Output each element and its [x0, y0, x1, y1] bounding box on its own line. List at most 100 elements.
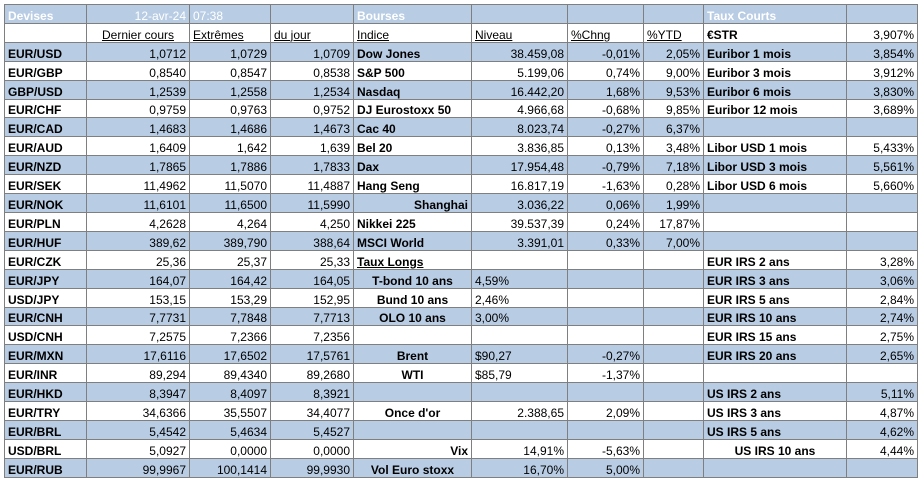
low: 5,4527 — [270, 419, 354, 440]
last-price: 1,4683 — [86, 117, 190, 138]
ytd-pct: 9,85% — [643, 98, 704, 119]
ytd-pct: 6,37% — [643, 117, 704, 138]
rate-value: 2,65% — [846, 344, 918, 365]
rate-value: 5,660% — [846, 174, 918, 195]
fx-pair: EUR/CZK — [4, 249, 87, 270]
index-level: 5.199,06 — [471, 60, 568, 81]
last-price: 1,0712 — [86, 41, 190, 62]
rate-value — [846, 117, 918, 138]
ytd-pct — [643, 268, 704, 289]
rate-name: EUR IRS 20 ans — [703, 344, 847, 365]
devises-title: Devises — [4, 4, 87, 24]
low: 1,2534 — [270, 79, 354, 100]
high: 11,6500 — [189, 193, 271, 213]
index-level: 3.391,01 — [471, 230, 568, 251]
rate-name: EUR IRS 2 ans — [703, 249, 847, 270]
table-row: EUR/CNH 7,7731 7,7848 7,7713 OLO 10 ans 3,00%… — [4, 306, 918, 327]
index-name: Taux Longs — [353, 249, 472, 270]
table-row: EUR/CHF 0,9759 0,9763 0,9752 DJ Eurostoxx 50… — [4, 98, 918, 119]
change-pct: -0,27% — [567, 117, 644, 138]
fx-pair: EUR/CAD — [4, 117, 87, 138]
last-price: 7,2575 — [86, 325, 190, 346]
last-price: 11,4962 — [86, 174, 190, 195]
rate-value: 4,62% — [846, 419, 918, 440]
high: 153,29 — [189, 287, 271, 308]
rate-value — [846, 211, 918, 232]
rate-name: Euribor 3 mois — [703, 60, 847, 81]
table-row: EUR/USD 1,0712 1,0729 1,0709 Dow Jones 38.459… — [4, 41, 918, 62]
ytd-pct: 7,18% — [643, 155, 704, 176]
table-row: EUR/CAD 1,4683 1,4686 1,4673 Cac 40 8.023,74-… — [4, 117, 918, 138]
change-pct — [567, 325, 644, 346]
high: 389,790 — [189, 230, 271, 251]
rate-value — [846, 193, 918, 213]
table-row: EUR/CZK 25,36 25,37 25,33 Taux Longs EUR IRS … — [4, 249, 918, 270]
ytd-pct — [643, 438, 704, 459]
high: 100,1414 — [189, 457, 271, 479]
taux-courts-title: Taux Courts — [703, 4, 847, 24]
rate-name — [703, 211, 847, 232]
index-level: $85,79 — [471, 363, 568, 384]
table-row: USD/CNH 7,2575 7,2366 7,2356 EUR IRS 15 ans 2… — [4, 325, 918, 346]
low: 34,4077 — [270, 401, 354, 421]
change-pct — [567, 287, 644, 308]
change-pct: 1,68% — [567, 79, 644, 100]
col-niveau: Niveau — [471, 22, 568, 43]
change-pct: 0,06% — [567, 193, 644, 213]
last-price: 7,7731 — [86, 306, 190, 327]
low: 1,4673 — [270, 117, 354, 138]
low: 7,2356 — [270, 325, 354, 346]
last-price: 1,6409 — [86, 136, 190, 157]
table-row: EUR/GBP 0,8540 0,8547 0,8538 S&P 500 5.199,06… — [4, 60, 918, 81]
index-name: Dow Jones — [353, 41, 472, 62]
table-row: EUR/NOK 11,6101 11,6500 11,5990 Shanghai 3.03… — [4, 193, 918, 213]
ytd-pct — [643, 382, 704, 403]
rate-name: Libor USD 3 mois — [703, 155, 847, 176]
fx-pair: EUR/AUD — [4, 136, 87, 157]
ytd-pct — [643, 306, 704, 327]
ytd-pct — [643, 325, 704, 346]
index-level: $90,27 — [471, 344, 568, 365]
low: 0,8538 — [270, 60, 354, 81]
low: 4,250 — [270, 211, 354, 232]
table-row: EUR/BRL 5,4542 5,4634 5,4527 US IRS 5 ans 4,6… — [4, 419, 918, 440]
change-pct: 0,24% — [567, 211, 644, 232]
index-level: 3.836,85 — [471, 136, 568, 157]
fx-pair: EUR/SEK — [4, 174, 87, 195]
ytd-pct: 3,48% — [643, 136, 704, 157]
fx-pair: EUR/MXN — [4, 344, 87, 365]
rate-name — [703, 230, 847, 251]
low: 1,0709 — [270, 41, 354, 62]
index-level: 16.817,19 — [471, 174, 568, 195]
fx-pair: USD/CNH — [4, 325, 87, 346]
index-name: Dax — [353, 155, 472, 176]
index-name: Vol Euro stoxx — [353, 457, 472, 479]
change-pct: 2,09% — [567, 401, 644, 421]
rate-name — [703, 117, 847, 138]
table-row: USD/BRL 5,0927 0,0000 0,0000 Vix 14,91% -5,63%… — [4, 438, 918, 459]
change-pct: -5,63% — [567, 438, 644, 459]
index-name: Once d'or — [353, 401, 472, 421]
last-price: 153,15 — [86, 287, 190, 308]
index-level: 4.966,68 — [471, 98, 568, 119]
table-row: EUR/PLN 4,2628 4,264 4,250 Nikkei 225 39.537,… — [4, 211, 918, 232]
low: 164,05 — [270, 268, 354, 289]
change-pct: 0,74% — [567, 60, 644, 81]
high: 164,42 — [189, 268, 271, 289]
ytd-pct: 9,00% — [643, 60, 704, 81]
index-name: Bel 20 — [353, 136, 472, 157]
index-name: Brent — [353, 344, 472, 365]
fx-pair: EUR/USD — [4, 41, 87, 62]
table-row: EUR/JPY 164,07 164,42 164,05 T-bond 10 ans 4,… — [4, 268, 918, 289]
index-name: Vix — [353, 438, 472, 459]
ytd-pct: 7,00% — [643, 230, 704, 251]
low: 11,5990 — [270, 193, 354, 213]
rate-value: 2,84% — [846, 287, 918, 308]
table-row: GBP/USD 1,2539 1,2558 1,2534 Nasdaq 16.442,20… — [4, 79, 918, 100]
market-data-table: Devises 12-avr-24 07:38 Bourses Taux Cou… — [4, 4, 918, 479]
last-price: 25,36 — [86, 249, 190, 270]
high: 8,4097 — [189, 382, 271, 403]
low: 1,639 — [270, 136, 354, 157]
index-level: 3.036,22 — [471, 193, 568, 213]
report-date: 12-avr-24 — [86, 4, 190, 24]
